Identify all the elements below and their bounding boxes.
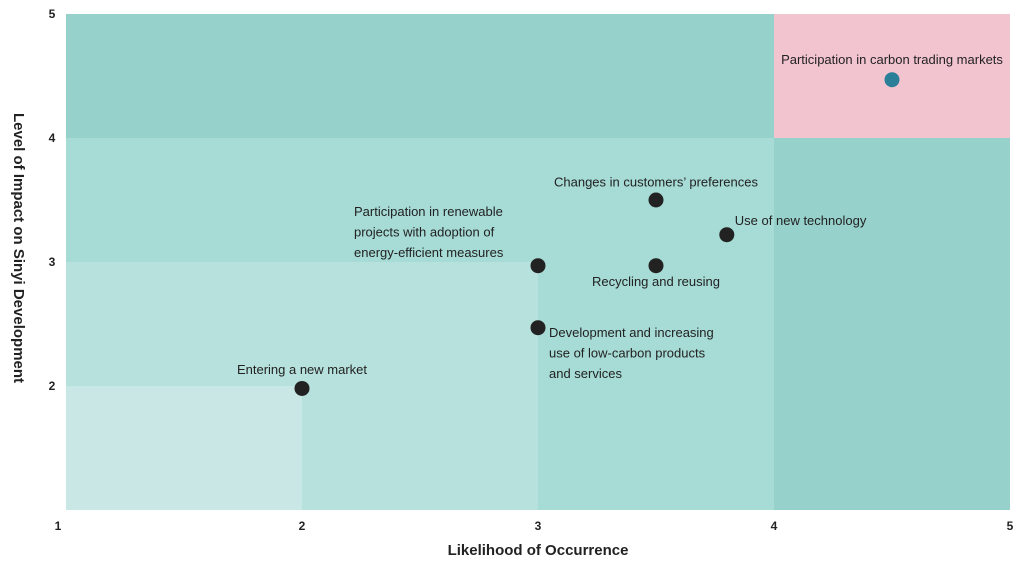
x-tick-label: 3 — [535, 519, 542, 533]
point — [530, 258, 546, 274]
point-label: energy-efficient measures — [354, 245, 504, 260]
y-axis-title: Level of Impact on Sinyi Development — [10, 113, 27, 383]
x-tick-label: 4 — [771, 519, 778, 533]
y-tick-label: 2 — [49, 379, 56, 393]
x-tick-label: 2 — [299, 519, 306, 533]
y-tick-label: 4 — [49, 131, 56, 145]
point-label: Changes in customers’ preferences — [554, 174, 759, 189]
point — [884, 72, 900, 88]
y-tick-label: 5 — [49, 7, 56, 21]
x-tick-label: 5 — [1007, 519, 1014, 533]
point — [294, 380, 310, 396]
point-label: projects with adoption of — [354, 225, 495, 240]
point-label: Participation in renewable — [354, 204, 503, 219]
point-label: Participation in carbon trading markets — [781, 52, 1003, 67]
point-label: Recycling and reusing — [592, 274, 720, 289]
point — [648, 258, 664, 274]
point-label: Development and increasing — [549, 325, 714, 340]
x-axis-title: Likelihood of Occurrence — [448, 542, 629, 559]
x-tick-label: 1 — [55, 519, 62, 533]
y-tick-label: 3 — [49, 255, 56, 269]
point — [648, 192, 664, 208]
point-label: use of low-carbon products — [549, 346, 706, 361]
zone — [66, 386, 302, 510]
point-label: and services — [549, 366, 622, 381]
point — [530, 320, 546, 336]
point — [719, 227, 735, 243]
point-label: Use of new technology — [735, 213, 867, 228]
point-label: Entering a new market — [237, 362, 367, 377]
